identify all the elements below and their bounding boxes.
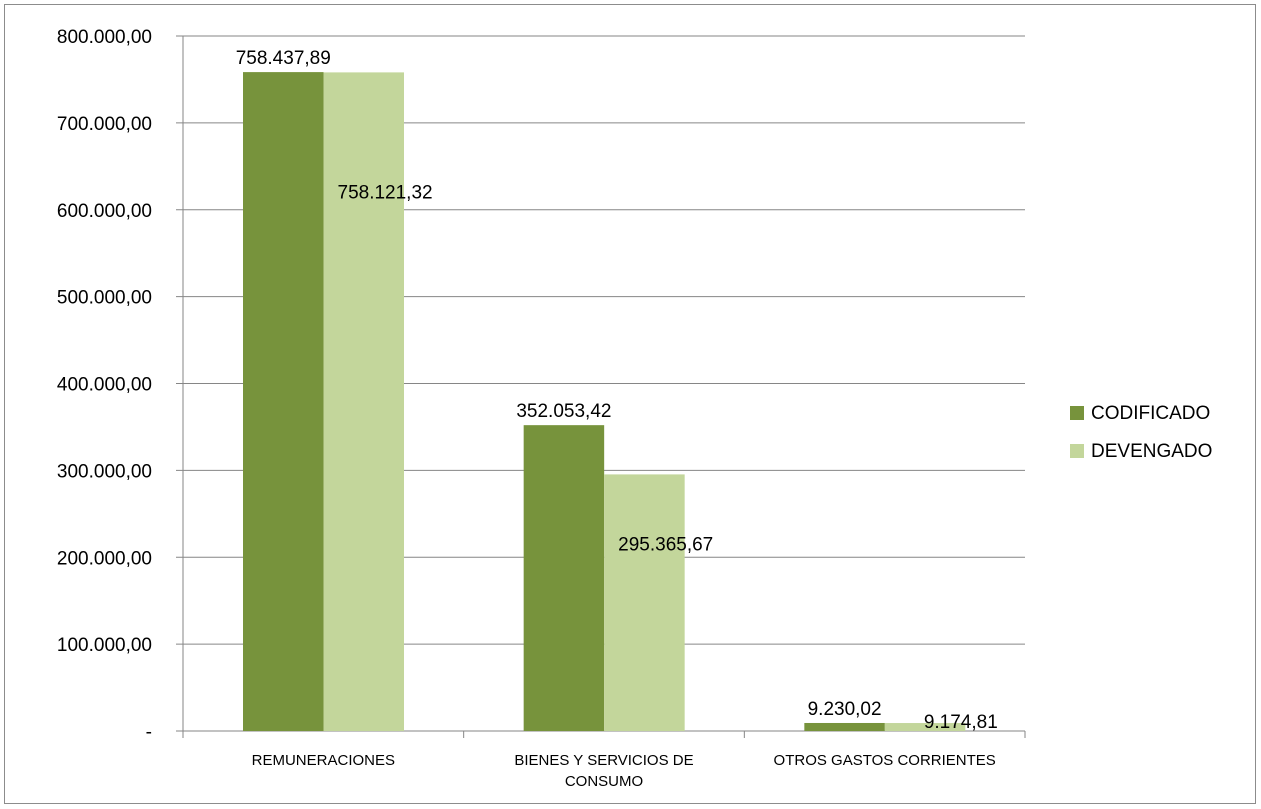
- data-label-codificado: 9.230,02: [808, 699, 882, 720]
- legend-label-codificado: CODIFICADO: [1091, 403, 1210, 424]
- bar-codificado: [804, 722, 885, 731]
- y-tick-label: 200.000,00: [57, 548, 152, 569]
- legend-swatch-devengado: [1070, 444, 1084, 458]
- legend-label-devengado: DEVENGADO: [1091, 441, 1212, 462]
- x-tick-label: CONSUMO: [565, 773, 643, 790]
- data-label-codificado: 352.053,42: [516, 401, 611, 422]
- bar-codificado: [523, 425, 605, 731]
- y-tick-label: 500.000,00: [57, 288, 152, 309]
- x-tick-label: OTROS GASTOS CORRIENTES: [774, 752, 996, 769]
- bar-devengado: [604, 474, 685, 731]
- data-label-devengado: 9.174,81: [924, 712, 998, 733]
- x-tick-label: REMUNERACIONES: [252, 752, 395, 769]
- bar-devengado: [884, 723, 966, 731]
- y-tick-label: 800.000,00: [57, 27, 152, 48]
- legend-swatch-codificado: [1070, 406, 1084, 420]
- data-label-devengado: 295.365,67: [618, 534, 713, 555]
- data-label-codificado: 758.437,89: [236, 48, 331, 69]
- y-tick-label: 600.000,00: [57, 201, 152, 222]
- bar-devengado: [323, 72, 404, 732]
- y-tick-label: 100.000,00: [57, 635, 152, 656]
- y-tick-label: 400.000,00: [57, 375, 152, 396]
- x-tick-label: BIENES Y SERVICIOS DE: [514, 752, 693, 769]
- y-tick-label: 300.000,00: [57, 461, 152, 482]
- y-tick-label: 700.000,00: [57, 114, 152, 135]
- data-label-devengado: 758.121,32: [338, 182, 433, 203]
- bar-codificado: [243, 72, 324, 732]
- y-tick-label: -: [146, 722, 152, 743]
